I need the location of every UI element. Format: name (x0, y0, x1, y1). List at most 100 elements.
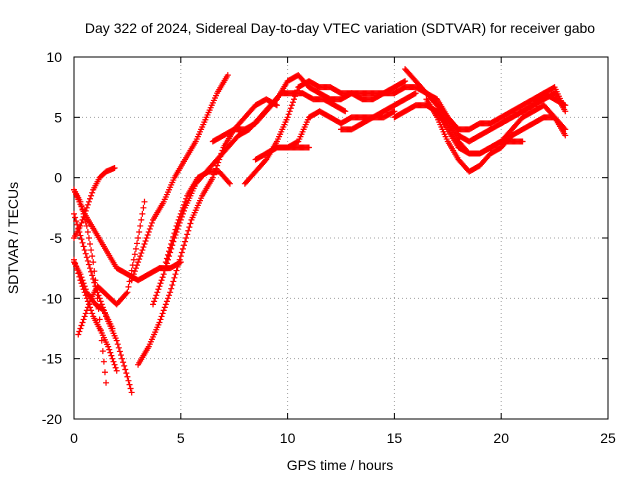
data-point (130, 256, 137, 263)
data-point (182, 238, 189, 245)
data-point (214, 162, 221, 169)
data-point (111, 361, 118, 368)
data-point (116, 348, 123, 355)
x-tick-label: 10 (280, 430, 296, 446)
data-point (109, 325, 116, 332)
data-point (166, 248, 173, 255)
data-point (77, 277, 84, 284)
data-point (101, 369, 108, 376)
data-point (113, 367, 120, 374)
data-point (136, 228, 143, 235)
data-point (137, 222, 144, 229)
data-point (291, 96, 298, 103)
data-point (124, 289, 131, 296)
data-point (159, 310, 166, 317)
data-point (84, 304, 91, 311)
data-point (82, 292, 89, 299)
data-point (134, 240, 141, 247)
data-point (73, 218, 80, 225)
data-point (152, 295, 159, 302)
data-point (83, 204, 90, 211)
data-point (125, 283, 132, 290)
data-point (185, 227, 192, 234)
data-point (99, 348, 106, 355)
data-point (181, 201, 188, 208)
data-point (128, 389, 135, 396)
data-point (71, 210, 77, 217)
data-point (76, 273, 83, 280)
data-point (97, 298, 104, 305)
data-point (157, 280, 164, 287)
x-tick-label: 20 (493, 430, 509, 446)
data-point (147, 222, 154, 229)
data-point (85, 198, 92, 205)
series-19 (391, 102, 569, 157)
y-tick-label: 0 (54, 170, 62, 186)
x-tick-label: 5 (177, 430, 185, 446)
data-point (162, 301, 169, 308)
data-point (87, 195, 94, 202)
data-point (183, 195, 190, 202)
data-point (78, 280, 85, 287)
data-point (82, 250, 89, 257)
data-point (87, 241, 94, 248)
data-point (225, 179, 232, 186)
data-point (87, 298, 94, 305)
data-point (174, 263, 181, 270)
series-1 (71, 186, 110, 386)
data-point (181, 242, 188, 249)
data-point (99, 306, 106, 313)
data-point (401, 78, 408, 85)
data-point (163, 298, 170, 305)
y-tick-label: 5 (54, 109, 62, 125)
series-22 (498, 84, 567, 127)
data-point (161, 267, 168, 274)
data-point (171, 230, 178, 237)
y-tick-label: -10 (42, 290, 62, 306)
data-point (262, 157, 269, 164)
data-point (124, 373, 131, 380)
data-point (77, 232, 84, 239)
data-point (78, 236, 85, 243)
data-point (84, 257, 91, 264)
data-point (141, 241, 148, 248)
data-point (121, 362, 128, 369)
data-point (132, 265, 139, 272)
data-point (115, 344, 122, 351)
data-point (129, 274, 136, 281)
series-18 (402, 66, 569, 145)
data-point (176, 213, 183, 220)
data-point (88, 268, 95, 275)
series-21 (434, 108, 526, 157)
x-tick-label: 0 (70, 430, 78, 446)
data-point (342, 108, 349, 115)
data-point (186, 224, 193, 231)
chart-title: Day 322 of 2024, Sidereal Day-to-day VTE… (85, 20, 595, 36)
data-point (119, 355, 126, 362)
data-point (160, 271, 167, 278)
data-point (79, 319, 86, 326)
series-5 (75, 198, 148, 338)
data-point (89, 310, 96, 317)
data-point (77, 325, 84, 332)
y-tick-label: -20 (42, 411, 62, 427)
data-point (100, 358, 107, 365)
series-2 (71, 210, 135, 396)
data-point (162, 259, 169, 266)
data-point (90, 276, 97, 283)
data-point (167, 244, 174, 251)
data-point (88, 247, 95, 254)
data-point (72, 260, 79, 267)
data-point (137, 253, 144, 260)
series-20 (423, 96, 569, 175)
data-point (139, 247, 146, 254)
data-point (224, 72, 231, 79)
data-point (292, 93, 299, 100)
data-point (85, 235, 92, 241)
data-point (187, 220, 194, 227)
data-point (173, 222, 180, 229)
series-13 (241, 78, 409, 187)
data-point (84, 201, 91, 208)
data-point (85, 301, 92, 308)
data-point (75, 331, 82, 338)
